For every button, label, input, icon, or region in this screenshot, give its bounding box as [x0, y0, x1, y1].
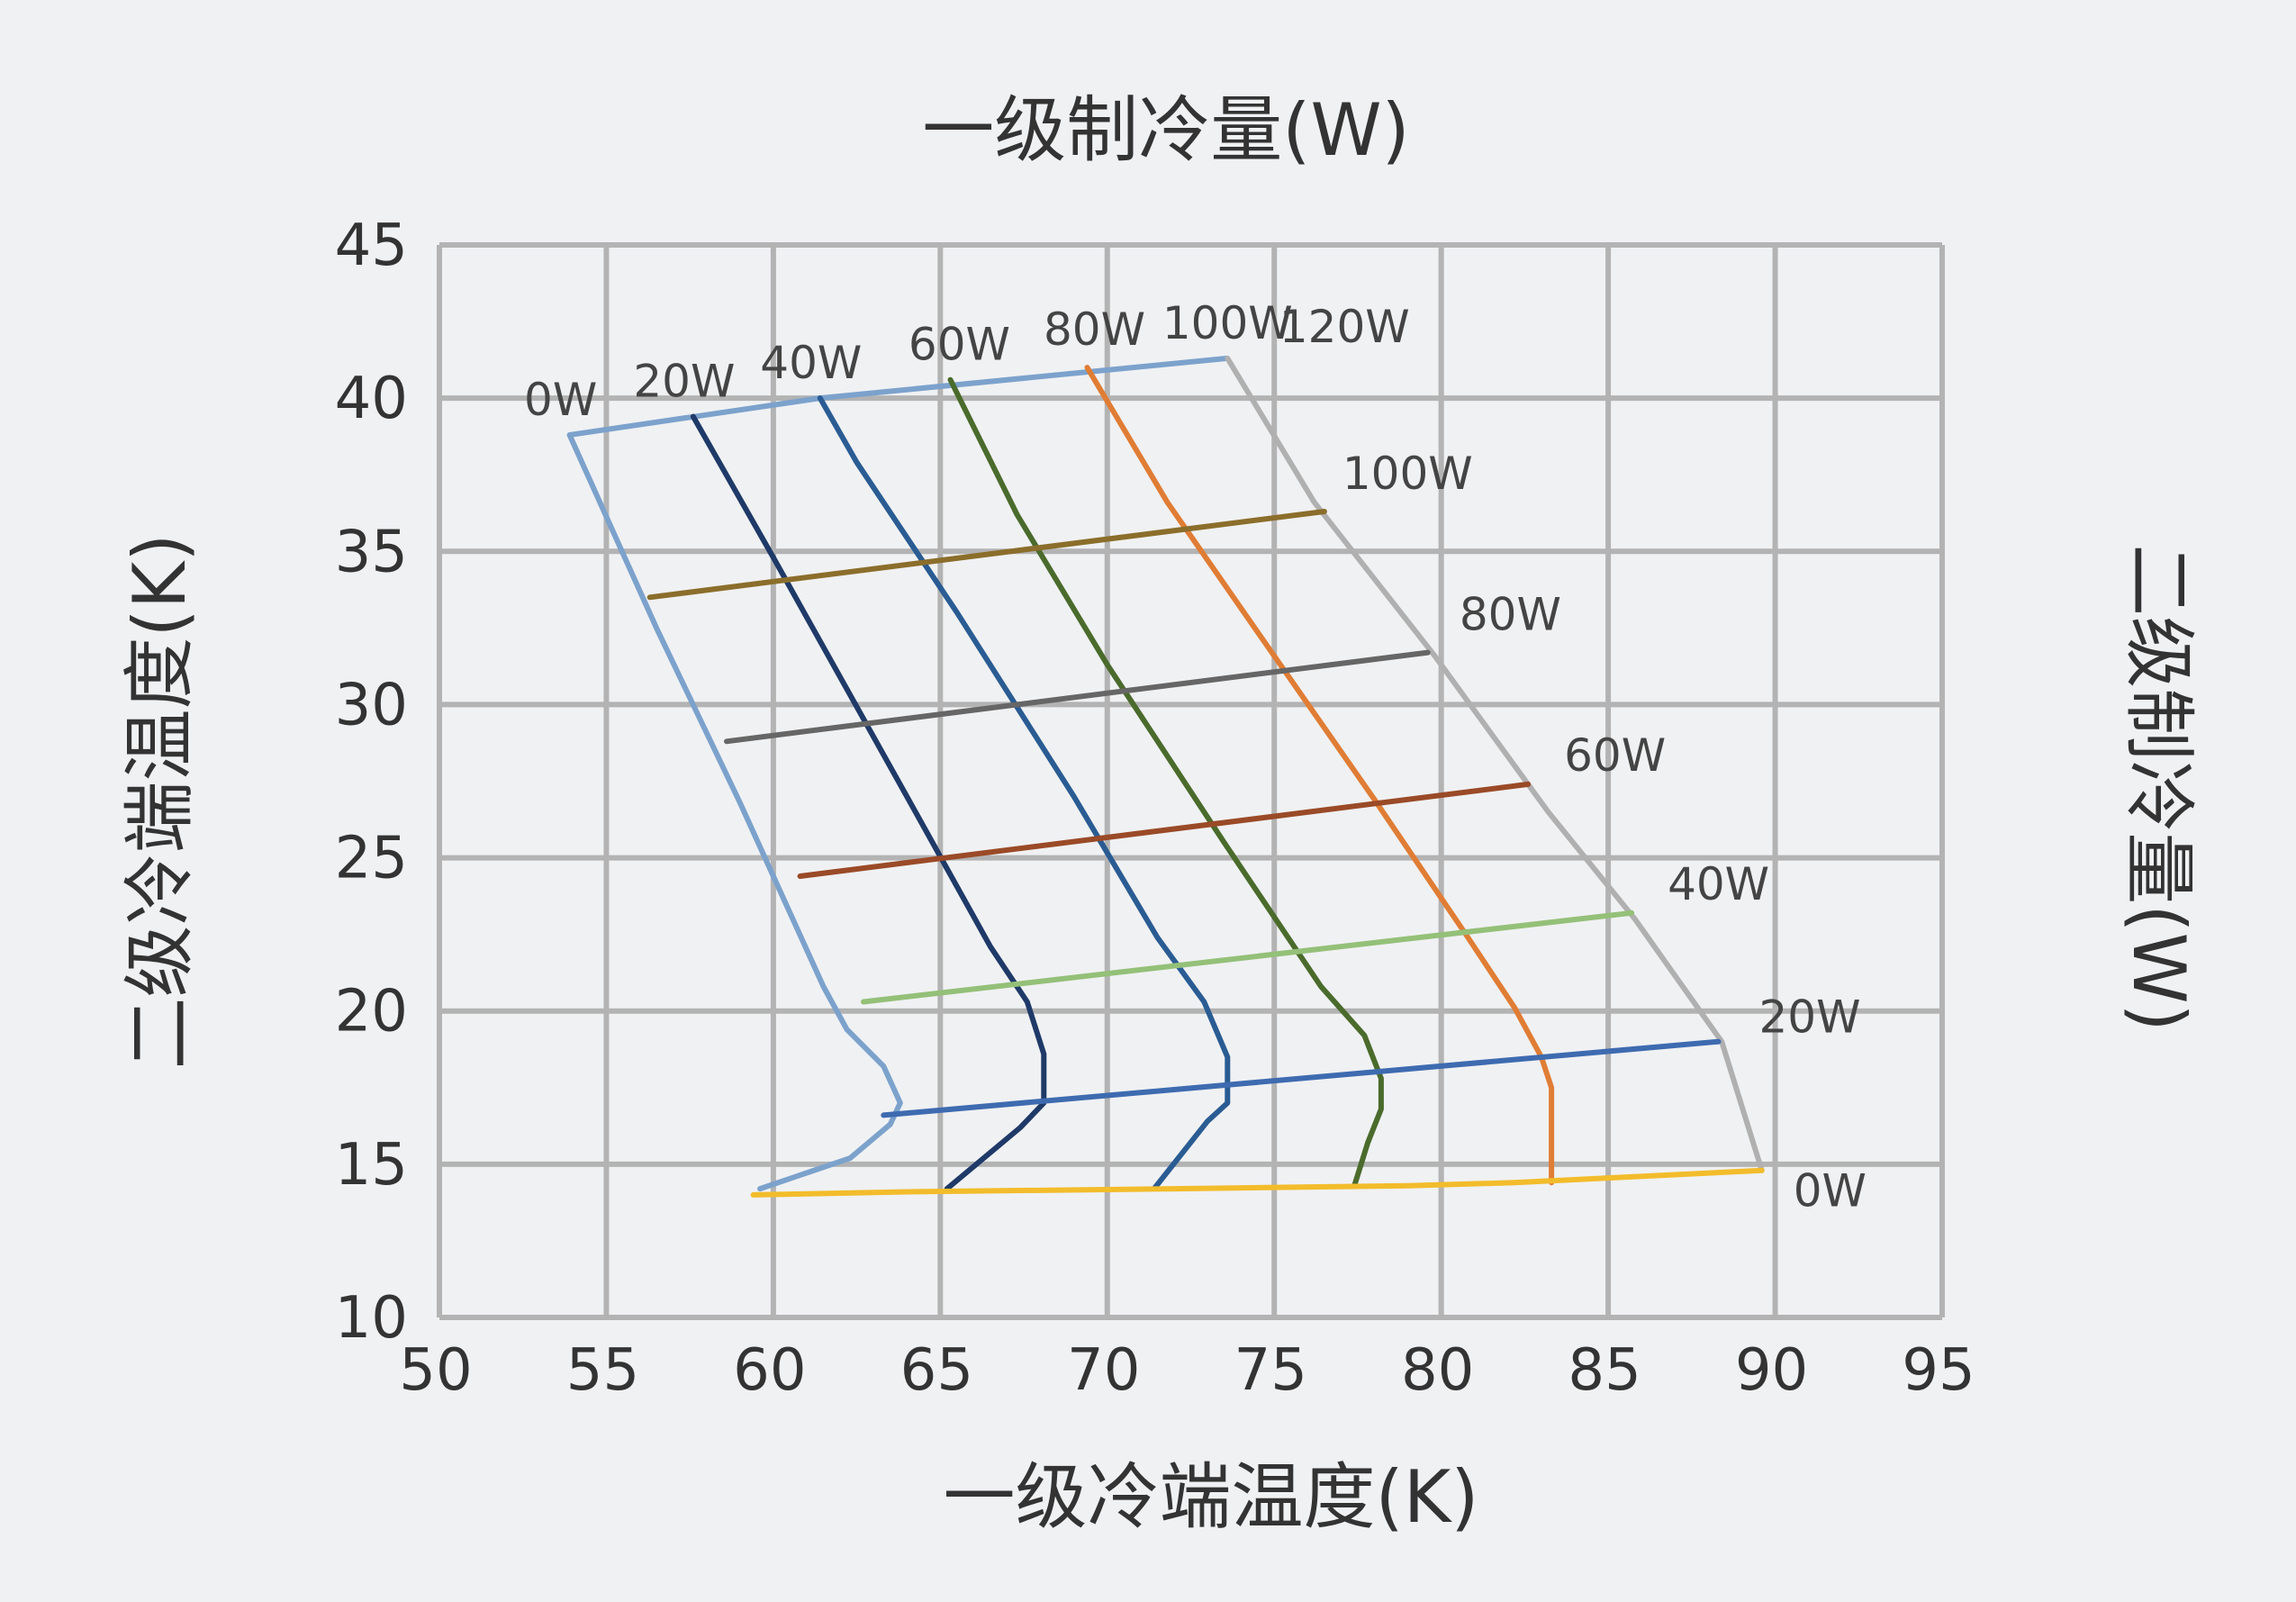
stage2-series-100W — [646, 509, 1327, 601]
stage1-label-120W: 120W — [1279, 301, 1410, 353]
x-axis-label: 一级冷端温度(K) — [944, 1455, 1479, 1539]
stage1-label-60W: 60W — [908, 319, 1010, 371]
y-tick-label-7: 45 — [335, 213, 408, 279]
x-tick-label-9: 95 — [1902, 1337, 1975, 1404]
x-tick-label-5: 75 — [1234, 1337, 1307, 1404]
stage1-label-80W: 80W — [1044, 303, 1145, 356]
x-tick-label-7: 85 — [1568, 1337, 1641, 1404]
y-tick-label-0: 10 — [335, 1285, 408, 1352]
stage1-label-100W: 100W — [1162, 297, 1293, 349]
stage1-series-20W — [690, 413, 1047, 1192]
stage2-label-0W: 0W — [1794, 1165, 1867, 1217]
stage1-label-0W: 0W — [524, 374, 597, 426]
grid — [437, 242, 1945, 1320]
y-tick-label-5: 35 — [335, 519, 408, 585]
stage1-label-20W: 20W — [633, 356, 735, 408]
stage1-series-120W — [1225, 355, 1765, 1173]
y-tick-label-6: 40 — [335, 366, 408, 432]
x-tick-label-4: 70 — [1067, 1337, 1140, 1404]
stage2-series-40W — [861, 910, 1635, 1005]
stage1-label-40W: 40W — [760, 337, 862, 389]
x-tick-label-1: 55 — [566, 1337, 639, 1404]
x-tick-labels: 50 55 60 65 70 75 80 85 90 95 — [399, 1337, 1975, 1404]
stage2-label-20W: 20W — [1759, 991, 1861, 1044]
stage2-series-0W — [750, 1167, 1765, 1198]
y-tick-labels: 10 15 20 25 30 35 40 45 — [335, 213, 408, 1352]
y-tick-label-4: 30 — [335, 672, 408, 738]
series-layer — [566, 355, 1765, 1198]
chart-title: 一级制冷量(W) — [922, 88, 1410, 172]
stage1-series-80W — [1084, 365, 1555, 1186]
y2-axis-label: 二级制冷量(W) — [2117, 544, 2201, 1032]
stage1-series-0W — [566, 432, 903, 1192]
stage2-series-20W — [881, 1038, 1722, 1118]
stage2-series-80W — [724, 649, 1431, 745]
stage1-series-40W — [817, 395, 1231, 1192]
stage2-label-60W: 60W — [1564, 729, 1666, 782]
x-tick-label-3: 65 — [900, 1337, 973, 1404]
y-tick-label-2: 20 — [335, 979, 408, 1045]
x-tick-label-2: 60 — [733, 1337, 806, 1404]
stage2-series-60W — [797, 781, 1532, 879]
x-tick-label-8: 90 — [1735, 1337, 1808, 1404]
y-axis-label: 二级冷端温度(K) — [118, 534, 202, 1070]
y-tick-label-1: 15 — [335, 1132, 408, 1199]
stage2-label-100W: 100W — [1342, 448, 1473, 500]
stage2-label-40W: 40W — [1668, 858, 1769, 910]
stage2-label-80W: 80W — [1460, 589, 1561, 641]
y-tick-label-3: 25 — [335, 826, 408, 892]
stage1-series-60W — [947, 376, 1384, 1189]
x-tick-label-0: 50 — [399, 1337, 472, 1404]
x-tick-label-6: 80 — [1401, 1337, 1474, 1404]
